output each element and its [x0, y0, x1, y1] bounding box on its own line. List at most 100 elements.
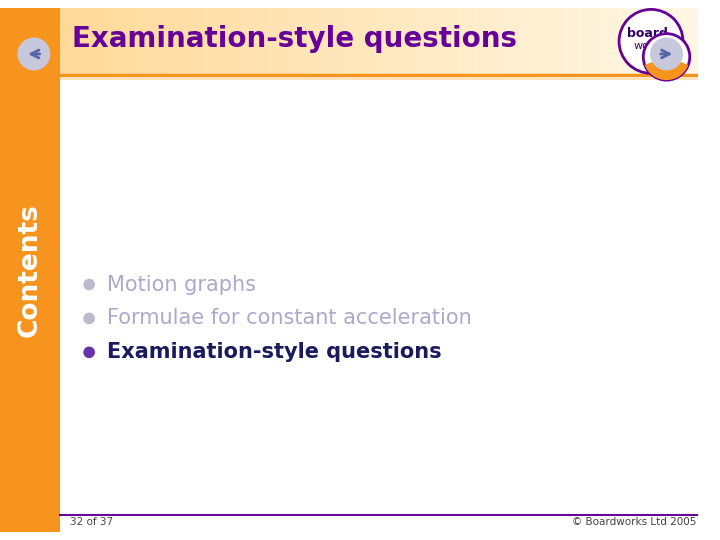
- Bar: [498, 9, 508, 75]
- Text: board: board: [626, 27, 667, 40]
- Bar: [60, 9, 69, 75]
- Bar: [156, 9, 165, 75]
- Bar: [618, 9, 627, 75]
- Bar: [212, 9, 220, 75]
- Bar: [363, 9, 372, 75]
- Bar: [204, 9, 212, 75]
- Bar: [92, 9, 101, 75]
- Text: Contents: Contents: [17, 203, 43, 337]
- Bar: [451, 9, 459, 75]
- Bar: [259, 9, 269, 75]
- Bar: [482, 9, 491, 75]
- Bar: [490, 9, 499, 75]
- Circle shape: [650, 37, 683, 70]
- Bar: [649, 9, 659, 75]
- Bar: [84, 9, 93, 75]
- Text: 32 of 37: 32 of 37: [70, 517, 113, 527]
- Bar: [315, 9, 324, 75]
- Text: Examination-style questions: Examination-style questions: [107, 342, 441, 362]
- Bar: [171, 9, 181, 75]
- Bar: [610, 9, 618, 75]
- Bar: [283, 9, 292, 75]
- Bar: [506, 9, 516, 75]
- Bar: [355, 9, 364, 75]
- Bar: [307, 9, 316, 75]
- Bar: [132, 9, 140, 75]
- Bar: [0, 9, 60, 84]
- Bar: [116, 9, 125, 75]
- Bar: [179, 9, 189, 75]
- Bar: [586, 9, 595, 75]
- Text: works: works: [634, 41, 667, 51]
- Bar: [459, 9, 467, 75]
- Circle shape: [643, 33, 690, 80]
- Bar: [187, 9, 197, 75]
- Circle shape: [84, 279, 95, 291]
- Text: © Boardworks Ltd 2005: © Boardworks Ltd 2005: [572, 517, 696, 527]
- Bar: [402, 9, 412, 75]
- Wedge shape: [12, 57, 55, 80]
- Bar: [76, 9, 85, 75]
- Bar: [379, 9, 388, 75]
- Text: Formulae for constant acceleration: Formulae for constant acceleration: [107, 308, 472, 328]
- Bar: [124, 9, 132, 75]
- Bar: [323, 9, 332, 75]
- Bar: [148, 9, 157, 75]
- Bar: [435, 9, 444, 75]
- Bar: [514, 9, 523, 75]
- Circle shape: [619, 9, 683, 73]
- Bar: [642, 9, 651, 75]
- Bar: [626, 9, 635, 75]
- Bar: [331, 9, 340, 75]
- Bar: [602, 9, 611, 75]
- Bar: [68, 9, 77, 75]
- Bar: [410, 9, 420, 75]
- Bar: [140, 9, 149, 75]
- Bar: [418, 9, 428, 75]
- Text: ...: ...: [661, 40, 669, 50]
- Bar: [467, 9, 475, 75]
- Bar: [235, 9, 244, 75]
- Bar: [100, 9, 109, 75]
- Bar: [657, 9, 667, 75]
- Bar: [267, 9, 276, 75]
- Bar: [522, 9, 531, 75]
- Bar: [291, 9, 300, 75]
- Bar: [666, 9, 675, 75]
- Bar: [578, 9, 587, 75]
- Circle shape: [84, 313, 95, 324]
- Bar: [108, 9, 117, 75]
- Bar: [538, 9, 547, 75]
- Bar: [674, 9, 683, 75]
- Circle shape: [84, 347, 95, 358]
- Text: Motion graphs: Motion graphs: [107, 274, 256, 294]
- Bar: [443, 9, 451, 75]
- Bar: [0, 9, 60, 531]
- Bar: [228, 9, 236, 75]
- Bar: [546, 9, 555, 75]
- Bar: [387, 9, 396, 75]
- Bar: [682, 9, 690, 75]
- Wedge shape: [644, 57, 688, 80]
- Bar: [395, 9, 404, 75]
- Bar: [196, 9, 204, 75]
- Bar: [163, 9, 173, 75]
- Bar: [427, 9, 436, 75]
- Bar: [243, 9, 252, 75]
- Bar: [690, 9, 698, 75]
- Bar: [634, 9, 643, 75]
- Bar: [275, 9, 284, 75]
- Bar: [251, 9, 260, 75]
- Text: Examination-style questions: Examination-style questions: [72, 25, 517, 53]
- Bar: [339, 9, 348, 75]
- Bar: [220, 9, 228, 75]
- Bar: [530, 9, 539, 75]
- Bar: [570, 9, 579, 75]
- Bar: [554, 9, 563, 75]
- Bar: [371, 9, 379, 75]
- Circle shape: [11, 33, 57, 80]
- Circle shape: [17, 37, 50, 70]
- Bar: [299, 9, 308, 75]
- Bar: [474, 9, 483, 75]
- Bar: [347, 9, 356, 75]
